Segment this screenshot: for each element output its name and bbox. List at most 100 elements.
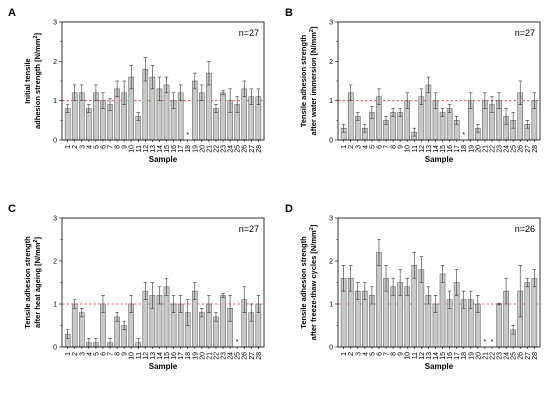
bar (220, 295, 226, 348)
x-tick-label: 8 (391, 145, 398, 149)
x-tick-label: 26 (242, 145, 249, 153)
x-tick-label: 10 (129, 145, 136, 153)
plot-frame (337, 217, 541, 348)
x-tick-label: 25 (235, 145, 242, 153)
x-tick-label: 19 (468, 145, 475, 153)
y-axis-label-line-2: after freeze-thaw cycles [N/mm2] (309, 224, 318, 340)
x-tick-label: 9 (398, 145, 405, 149)
x-tick-label: 23 (497, 352, 504, 360)
x-axis-label: Sample (425, 155, 454, 164)
bar (425, 84, 432, 141)
x-tick-label: 12 (419, 145, 426, 153)
x-tick-label: 7 (108, 145, 115, 149)
bar (64, 108, 71, 141)
x-tick-label: 20 (199, 145, 206, 153)
x-tick-label: 4 (362, 145, 369, 149)
bar (220, 92, 226, 141)
x-tick-label: 23 (221, 145, 228, 153)
x-tick-label: 11 (136, 145, 143, 152)
x-tick-label: 10 (129, 352, 136, 360)
bar (199, 312, 205, 348)
panel-label: B (285, 7, 293, 19)
y-axis-label-line-1: Initial tensile (23, 58, 32, 103)
x-tick-label: 11 (412, 352, 419, 359)
x-tick-label: 9 (122, 352, 129, 356)
x-tick-label: 25 (511, 352, 518, 360)
x-tick-label: 21 (482, 352, 489, 360)
x-tick-label: 28 (532, 352, 539, 360)
plot-frame (61, 21, 265, 141)
x-tick-label: 3 (79, 352, 86, 356)
missing-marker: * (186, 132, 189, 139)
x-tick-label: 13 (426, 145, 433, 153)
x-tick-label: 14 (433, 352, 440, 360)
x-tick-label: 28 (532, 145, 539, 153)
x-tick-label: 1 (65, 352, 72, 356)
x-tick-label: 16 (171, 352, 178, 360)
x-tick-label: 2 (72, 352, 79, 356)
x-tick-label: 14 (433, 145, 440, 153)
x-tick-label: 22 (213, 352, 220, 360)
x-tick-label: 7 (384, 352, 391, 356)
missing-marker: * (236, 339, 239, 346)
panel-label: C (8, 203, 16, 215)
x-tick-label: 5 (369, 145, 376, 149)
x-axis-label: Sample (425, 362, 454, 371)
y-tick-label: 3 (53, 216, 57, 223)
bar (531, 277, 538, 348)
x-tick-label: 23 (497, 145, 504, 153)
x-tick-label: 18 (461, 145, 468, 153)
x-axis-label: Sample (149, 362, 178, 371)
x-tick-label: 15 (164, 352, 171, 360)
x-tick-label: 20 (475, 145, 482, 153)
plot-frame (61, 217, 265, 348)
y-tick-label: 3 (53, 20, 57, 27)
y-tick-label: 0 (53, 345, 57, 352)
x-tick-label: 24 (504, 352, 511, 360)
x-tick-label: 25 (511, 145, 518, 153)
x-tick-label: 17 (178, 145, 185, 153)
x-tick-label: 22 (489, 352, 496, 360)
missing-marker: * (462, 132, 465, 139)
bar (524, 282, 531, 348)
x-tick-label: 1 (341, 145, 348, 149)
y-axis-label-line-2: adhesion strength [N/mm2] (33, 33, 42, 130)
x-tick-label: 21 (206, 145, 213, 153)
y-axis-label-line-1: Tensile adhesion strength (23, 236, 32, 329)
bar (163, 286, 170, 348)
x-tick-label: 19 (192, 145, 199, 153)
bar (390, 286, 396, 348)
x-tick-label: 4 (362, 352, 369, 356)
x-tick-label: 3 (355, 145, 362, 149)
x-tick-label: 20 (199, 352, 206, 360)
x-tick-label: 15 (440, 145, 447, 153)
y-axis-label-line-1: Tensile adhesion strength (299, 34, 308, 127)
bar (86, 108, 92, 141)
x-tick-label: 10 (405, 352, 412, 360)
bar (78, 312, 85, 348)
y-tick-label: 2 (329, 59, 333, 66)
x-tick-label: 6 (376, 352, 383, 356)
x-tick-label: 7 (384, 145, 391, 149)
x-tick-label: 18 (461, 352, 468, 360)
x-tick-label: 21 (206, 352, 213, 360)
x-tick-label: 27 (249, 145, 256, 153)
y-tick-label: 0 (53, 138, 57, 145)
y-tick-label: 0 (329, 138, 333, 145)
x-tick-label: 3 (79, 145, 86, 149)
x-tick-label: 19 (192, 352, 199, 360)
y-tick-label: 2 (329, 259, 333, 266)
bar (439, 273, 446, 348)
x-tick-label: 25 (235, 352, 242, 360)
x-tick-label: 2 (72, 145, 79, 149)
x-tick-label: 16 (447, 145, 454, 153)
x-tick-label: 23 (221, 352, 228, 360)
x-tick-label: 1 (65, 145, 72, 149)
y-tick-label: 1 (329, 98, 333, 105)
x-tick-label: 6 (100, 352, 107, 356)
x-tick-label: 14 (157, 352, 164, 360)
y-tick-label: 1 (329, 302, 333, 309)
bar (213, 108, 219, 141)
